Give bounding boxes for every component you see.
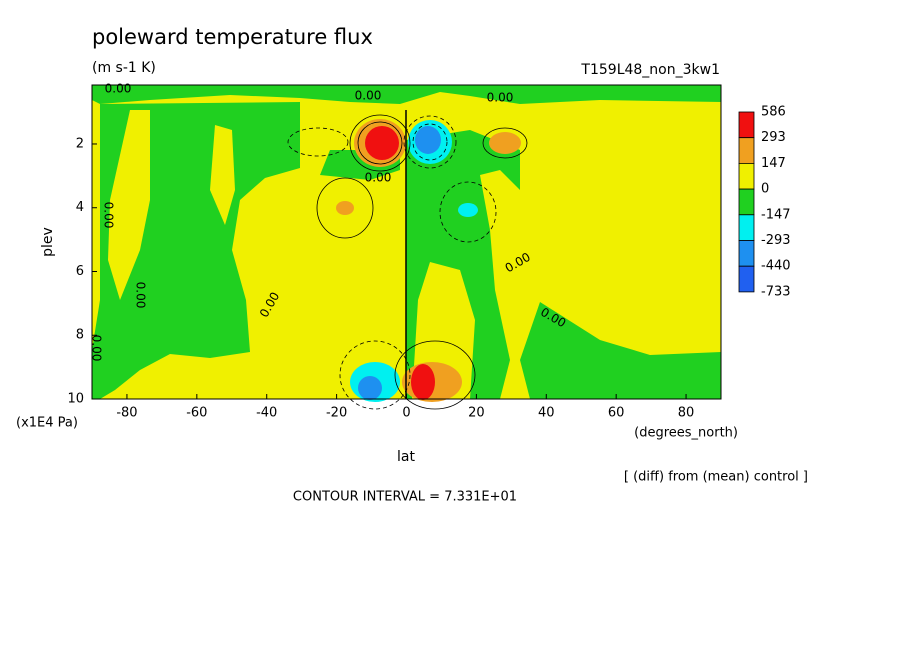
colorbar-swatch <box>738 240 755 267</box>
colorbar-swatch <box>738 265 755 293</box>
note: [ (diff) from (mean) control ] <box>624 470 808 485</box>
colorbar-label: -147 <box>761 207 791 222</box>
y-units: (x1E4 Pa) <box>16 416 78 431</box>
contour-line <box>482 127 528 159</box>
contour-line <box>316 177 374 239</box>
x-tick-label: -20 <box>326 406 347 421</box>
contour-region <box>406 130 520 399</box>
contour-label: 0.00 <box>355 89 382 103</box>
contour-line <box>349 114 411 172</box>
x-tick-label: -40 <box>256 406 277 421</box>
contour-region <box>458 203 478 217</box>
colorbar-label: 147 <box>761 156 786 171</box>
contour-region <box>336 201 354 215</box>
x-units: (degrees_north) <box>634 426 738 441</box>
y-tick-label: 6 <box>76 264 84 279</box>
contour-line <box>394 340 476 410</box>
contour-label: 0.00 <box>134 282 148 309</box>
contour-label: 0.00 <box>365 171 392 185</box>
colorbar-label: -440 <box>761 259 791 274</box>
contour-region <box>92 85 721 104</box>
contour-region <box>411 364 435 400</box>
contour-label: 0.00 <box>90 335 104 362</box>
contour-region <box>358 376 382 400</box>
contour-region <box>108 110 150 300</box>
x-tick-label: 20 <box>468 406 485 421</box>
colorbar-swatch <box>738 137 755 164</box>
x-tick-label: 80 <box>678 406 695 421</box>
contour-label: 0.00 <box>487 91 514 105</box>
contour-region <box>489 132 521 154</box>
colorbar-swatch <box>738 188 755 216</box>
x-axis-label: lat <box>397 449 415 465</box>
y-tick-label: 4 <box>76 200 84 215</box>
contour-line <box>403 115 457 169</box>
contour-region <box>415 126 441 154</box>
contour-region <box>210 125 235 225</box>
contour-line <box>439 181 497 243</box>
y-tick-label: 10 <box>67 392 84 407</box>
contour-line <box>412 123 448 161</box>
units: (m s-1 K) <box>92 60 156 76</box>
x-tick-label: 40 <box>538 406 555 421</box>
x-tick-label: 0 <box>402 406 410 421</box>
x-tick-label: 60 <box>608 406 625 421</box>
contour-line <box>357 121 403 165</box>
colorbar-swatch <box>738 214 755 241</box>
colorbar-swatch <box>738 111 755 139</box>
colorbar-label: 586 <box>761 105 786 120</box>
chart-title: poleward temperature flux <box>92 25 373 49</box>
y-axis-label: plev <box>40 227 56 257</box>
colorbar-label: 293 <box>761 130 786 145</box>
contour-interval: CONTOUR INTERVAL = 7.331E+01 <box>293 490 517 505</box>
contour-region <box>365 126 399 160</box>
run-label: T159L48_non_3kw1 <box>580 62 720 78</box>
x-tick-label: -80 <box>116 406 137 421</box>
contour-label: 0.00 <box>102 202 116 229</box>
contour-line <box>287 127 349 157</box>
contour-label: 0.00 <box>105 82 132 96</box>
colorbar-swatch <box>738 162 755 190</box>
colorbar-label: 0 <box>761 182 769 197</box>
x-tick-label: -60 <box>186 406 207 421</box>
contour-lines <box>287 110 528 410</box>
y-tick-label: 8 <box>76 328 84 343</box>
colorbar-label: -733 <box>761 284 791 299</box>
y-tick-label: 2 <box>76 136 84 151</box>
contour-region <box>520 302 721 399</box>
contour-line <box>339 340 411 410</box>
colorbar-label: -293 <box>761 233 791 248</box>
